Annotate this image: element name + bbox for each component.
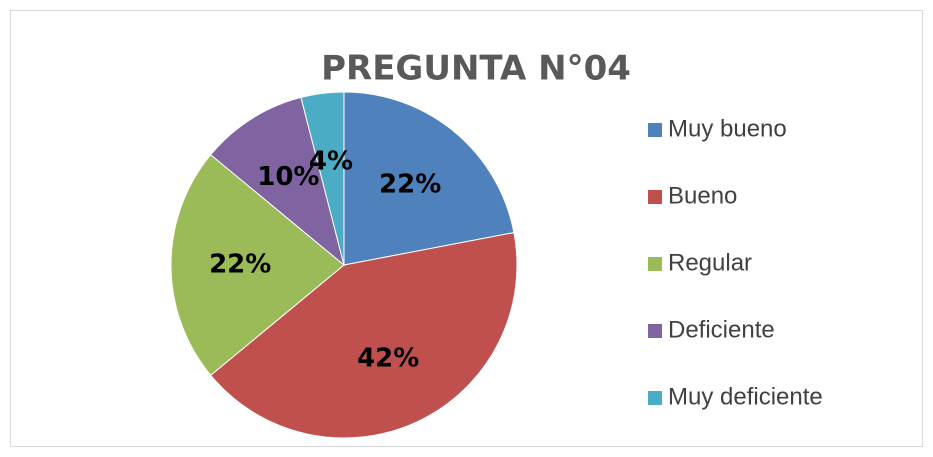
legend-label: Muy bueno [668,115,787,142]
pie-slice [209,96,345,267]
legend-label: Regular [668,249,752,276]
chart-title: PREGUNTA N°04 [321,49,631,89]
data-label: 42% [357,343,419,373]
legend-swatch [648,324,662,338]
legend-label: Bueno [668,182,737,209]
data-label: 10% [257,162,319,192]
legend-label: Deficiente [668,316,775,343]
pie-slice [170,154,345,376]
legend-swatch [648,257,662,271]
data-label: 4% [309,147,353,177]
legend-swatch [648,391,662,405]
legend-swatch [648,123,662,137]
legend-swatch [648,190,662,204]
data-label: 22% [209,250,271,280]
pie-slice [209,231,518,439]
pie-slice [300,91,345,266]
legend-label: Muy deficiente [668,383,823,410]
data-label: 22% [379,170,441,200]
pie-slice [343,91,515,266]
